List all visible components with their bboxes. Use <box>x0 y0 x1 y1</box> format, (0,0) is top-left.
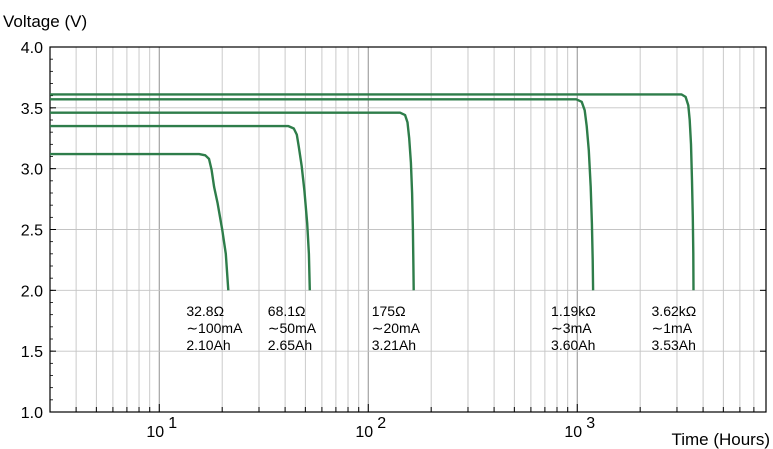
series-annotation-3: 3.21Ah <box>372 337 416 353</box>
grid <box>49 46 767 413</box>
series-line-3 <box>50 111 415 291</box>
y-tick-label: 3.0 <box>21 162 43 179</box>
y-axis-label: Voltage (V) <box>3 12 87 31</box>
x-tick-label: 10 <box>564 424 582 441</box>
series-annotation-3: 175Ω <box>372 303 406 319</box>
x-tick-exponent: 3 <box>586 415 595 432</box>
x-axis-label: Time (Hours) <box>671 430 770 449</box>
series-annotation-5: ∼1mA <box>652 320 693 336</box>
y-tick-label: 4.0 <box>21 40 43 57</box>
series-annotation-4: ∼3mA <box>551 320 592 336</box>
series-line-5 <box>50 93 695 291</box>
series-annotation-5: 3.53Ah <box>652 337 696 353</box>
series-lines <box>50 93 695 291</box>
y-tick-label: 2.5 <box>21 223 43 240</box>
y-tick-label: 1.0 <box>21 405 43 422</box>
series-annotation-2: ∼50mA <box>268 320 317 336</box>
series-annotation-3: ∼20mA <box>372 320 421 336</box>
series-annotation-1: 2.10Ah <box>186 337 230 353</box>
series-annotation-2: 2.65Ah <box>268 337 312 353</box>
series-annotation-5: 3.62kΩ <box>652 303 697 319</box>
plot-frame <box>49 46 767 413</box>
y-tick-label: 3.5 <box>21 101 43 118</box>
series-annotation-2: 68.1Ω <box>268 303 306 319</box>
x-tick-exponent: 1 <box>168 415 177 432</box>
y-tick-label: 1.5 <box>21 344 43 361</box>
series-annotation-4: 3.60Ah <box>551 337 595 353</box>
series-annotation-1: ∼100mA <box>186 320 243 336</box>
x-tick-exponent: 2 <box>377 415 386 432</box>
x-tick-label: 10 <box>146 424 164 441</box>
series-line-1 <box>50 152 230 291</box>
series-line-2 <box>50 124 311 291</box>
y-tick-label: 2.0 <box>21 283 43 300</box>
x-tick-label: 10 <box>355 424 373 441</box>
series-annotation-1: 32.8Ω <box>186 303 224 319</box>
series-annotation-4: 1.19kΩ <box>551 303 596 319</box>
series-line-4 <box>50 98 595 291</box>
